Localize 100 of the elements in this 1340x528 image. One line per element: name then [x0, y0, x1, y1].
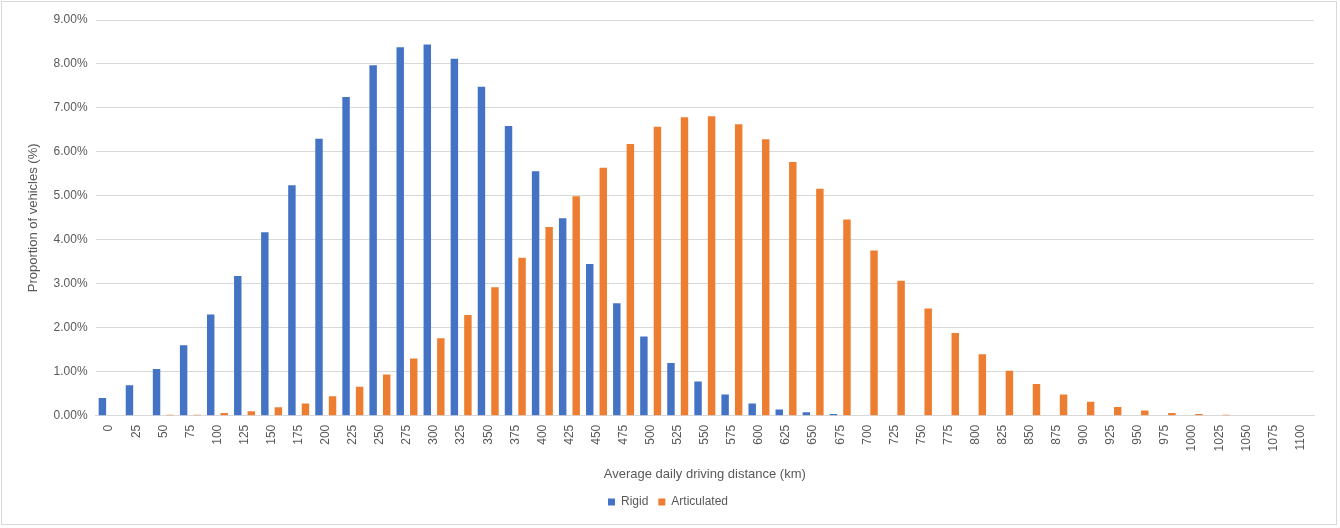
bar: [423, 44, 432, 416]
x-tick-label: 675: [832, 424, 847, 445]
bar: [748, 403, 756, 416]
bar: [721, 394, 729, 416]
x-tick-label: 1050: [1238, 424, 1253, 452]
bar: [328, 396, 337, 416]
y-tick-label: 0.00%: [53, 408, 88, 423]
bar: [288, 185, 296, 416]
bar: [613, 303, 621, 416]
bar: [599, 167, 607, 416]
bar: [518, 257, 526, 416]
x-tick-label: 725: [886, 424, 901, 445]
x-tick-label: 175: [291, 424, 305, 445]
bar: [924, 308, 932, 416]
y-tick-label: 8.00%: [53, 56, 88, 71]
x-tick-label: 475: [615, 424, 630, 445]
y-tick-label: 6.00%: [53, 144, 88, 159]
x-tick-label: 625: [778, 424, 793, 445]
bar: [762, 139, 770, 416]
x-tick-label: 1100: [1292, 424, 1307, 451]
y-tick-label: 7.00%: [53, 100, 88, 115]
legend-label: Rigid: [620, 494, 649, 509]
x-tick-label: 125: [236, 424, 251, 445]
x-tick-label: 0: [101, 424, 116, 432]
bar: [640, 336, 648, 416]
bar: [355, 386, 364, 416]
bar: [1032, 384, 1041, 416]
x-tick-label: 450: [588, 424, 603, 445]
bar: [491, 287, 499, 416]
x-tick-label: 25: [128, 424, 143, 439]
x-tick-label: 975: [1157, 424, 1172, 445]
bar: [626, 143, 635, 416]
x-tick-label: 700: [859, 424, 874, 445]
bar: [342, 96, 350, 416]
x-tick-label: 375: [507, 424, 522, 445]
bar: [1059, 394, 1068, 416]
bar: [234, 275, 242, 416]
bar: [707, 116, 716, 416]
x-tick-label: 1025: [1211, 424, 1226, 452]
x-tick-label: 50: [155, 424, 170, 439]
bar: [437, 338, 445, 416]
x-tick-label: 950: [1130, 424, 1145, 445]
x-tick-label: 1075: [1265, 424, 1280, 452]
x-tick-label: 1000: [1184, 424, 1199, 452]
x-tick-label: 500: [642, 424, 657, 445]
bar: [694, 381, 702, 416]
bar: [897, 280, 905, 416]
x-tick-label: 325: [453, 424, 468, 445]
bar: [843, 219, 851, 416]
bar: [261, 232, 269, 416]
bar: [951, 333, 959, 416]
x-tick-label: 775: [940, 424, 955, 445]
bar: [734, 124, 743, 416]
bar: [450, 58, 459, 416]
bar: [315, 138, 323, 416]
bar: [125, 385, 134, 416]
x-tick-label: 925: [1103, 424, 1118, 445]
bar: [667, 362, 675, 416]
bar: [586, 264, 594, 416]
x-tick-label: 850: [1022, 424, 1037, 445]
x-tick-label: 225: [345, 424, 360, 445]
bar: [1141, 410, 1149, 416]
x-tick-label: 875: [1049, 424, 1064, 445]
x-tick-label: 600: [751, 424, 766, 445]
y-tick-label: 3.00%: [53, 276, 88, 291]
x-tick-label: 400: [534, 424, 549, 445]
x-tick-label: 575: [724, 424, 739, 445]
y-tick-label: 9.00%: [53, 12, 88, 27]
bar: [653, 126, 662, 416]
bar: [680, 117, 689, 416]
bar: [545, 227, 553, 416]
y-tick-label: 2.00%: [53, 320, 88, 335]
y-axis-title: Proportion of vehicles (%): [25, 143, 41, 293]
x-tick-label: 425: [561, 424, 576, 445]
x-tick-label: 800: [967, 424, 982, 445]
bar: [369, 65, 377, 416]
bar: [1005, 370, 1014, 416]
bar: [1168, 413, 1176, 416]
x-tick-label: 250: [372, 424, 387, 445]
x-tick-label: 300: [426, 424, 441, 445]
bar: [179, 345, 188, 416]
x-tick-label: 200: [318, 424, 333, 445]
bar: [789, 162, 797, 416]
x-tick-label: 75: [182, 424, 197, 439]
bar: [301, 403, 310, 416]
bar: [152, 369, 161, 416]
x-tick-label: 150: [263, 424, 278, 445]
x-tick-label: 900: [1076, 424, 1091, 445]
x-tick-label: 825: [994, 424, 1009, 445]
y-tick-label: 1.00%: [53, 364, 88, 379]
x-tick-label: 550: [697, 424, 712, 445]
legend-label: Articulated: [671, 494, 729, 509]
bar: [816, 188, 824, 416]
bar: [531, 171, 540, 416]
x-tick-label: 350: [480, 424, 495, 445]
bar: [274, 407, 283, 416]
bar: [504, 125, 513, 416]
x-tick-label: 750: [913, 424, 928, 445]
bar: [572, 196, 580, 416]
bar: [206, 314, 215, 416]
